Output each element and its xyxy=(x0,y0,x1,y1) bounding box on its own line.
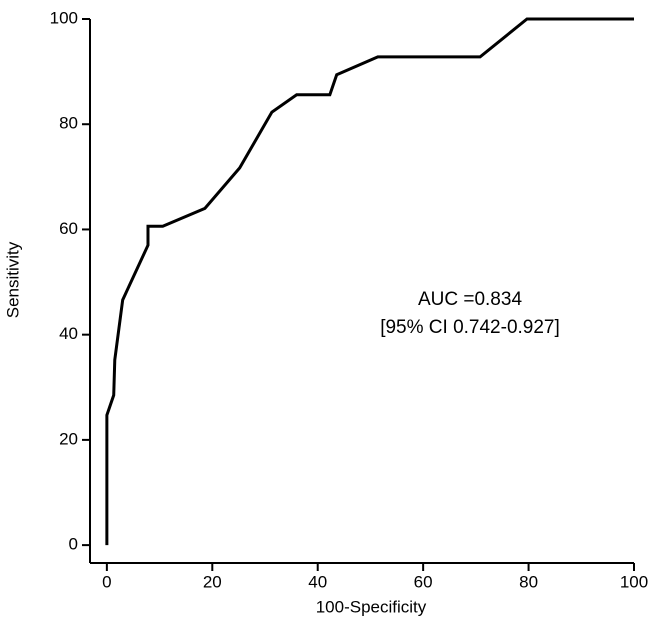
y-tick-label: 80 xyxy=(59,114,78,133)
annotation: [95% CI 0.742-0.927] xyxy=(380,317,560,338)
y-tick-label: 60 xyxy=(59,219,78,238)
annotation: AUC =0.834 xyxy=(418,289,522,310)
x-tick-label: 60 xyxy=(414,572,433,591)
x-tick-label: 80 xyxy=(519,572,538,591)
y-tick-label: 0 xyxy=(69,535,78,554)
y-tick-label: 100 xyxy=(50,8,78,27)
y-tick-label: 20 xyxy=(59,429,78,448)
x-tick-label: 40 xyxy=(308,572,327,591)
x-tick-label: 20 xyxy=(203,572,222,591)
x-axis-label: 100-Specificity xyxy=(316,597,427,616)
y-axis-label: Sensitivity xyxy=(3,241,22,318)
roc-curve xyxy=(105,17,634,546)
x-tick-label: 100 xyxy=(620,572,648,591)
y-tick-label: 40 xyxy=(59,324,78,343)
x-tick-label: 0 xyxy=(102,572,111,591)
